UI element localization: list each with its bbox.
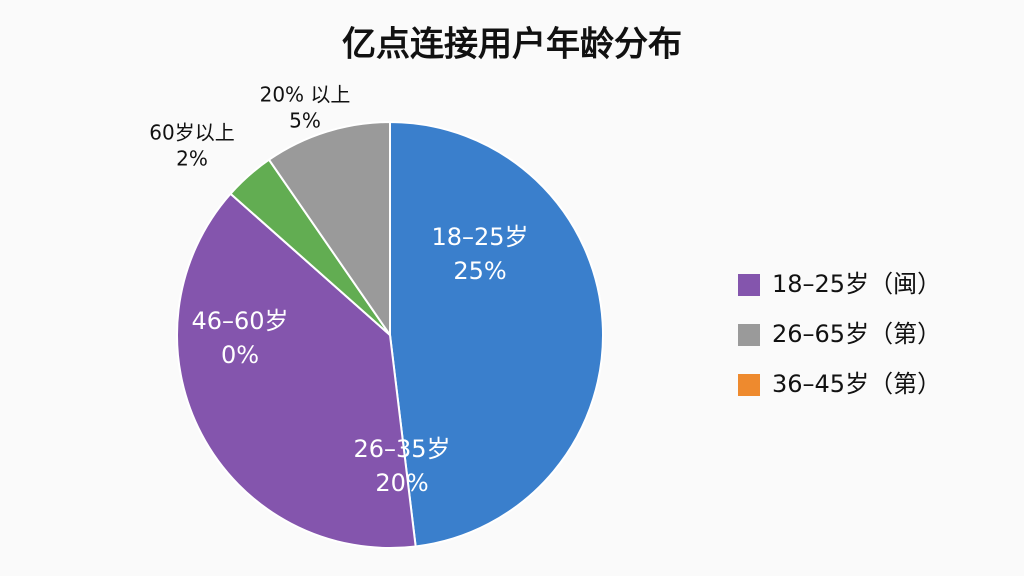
legend-swatch [738, 324, 760, 346]
chart-title: 亿点连接用户年龄分布 [342, 25, 682, 65]
legend-label: 26–65岁（第） [772, 320, 941, 348]
slice-value-label: 0% [221, 341, 259, 369]
legend-swatch [738, 274, 760, 296]
slice-label: 18–25岁 [431, 223, 528, 251]
slice-label: 20% 以上 [260, 83, 351, 107]
slice-label: 46–60岁 [191, 307, 288, 335]
legend-label: 36–45岁（第） [772, 370, 941, 398]
legend-swatch [738, 374, 760, 396]
slice-value-label: 20% [375, 469, 428, 497]
slice-value-label: 5% [289, 109, 321, 133]
slice-value-label: 2% [176, 147, 208, 171]
pie-slice [176, 192, 417, 549]
slice-label: 60岁以上 [149, 121, 234, 145]
legend-label: 18–25岁（闽） [772, 270, 941, 298]
slice-label: 26–35岁 [353, 435, 450, 463]
slice-value-label: 25% [453, 257, 506, 285]
pie-slice [267, 120, 391, 339]
pie-slice [389, 120, 604, 548]
